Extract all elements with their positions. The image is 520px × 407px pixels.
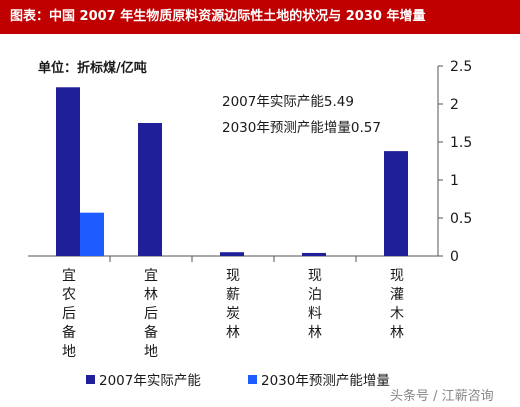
legend-label: 2030年预测产能增量 — [261, 373, 390, 389]
y-tick-label: 2 — [450, 97, 459, 113]
bar — [138, 123, 162, 256]
category-label: 现灌木林 — [390, 268, 404, 341]
category-label: 宜农后备地 — [62, 268, 76, 360]
bar — [302, 252, 326, 256]
legend: 2007年实际产能 2030年预测产能增量 — [86, 373, 390, 389]
annotation-increment: 2030年预测产能增量0.57 — [222, 120, 381, 136]
chart-title: 图表：中国 2007 年生物质原料资源边际性土地的状况与 2030 年增量 — [0, 0, 520, 34]
annotation-actual: 2007年实际产能5.49 — [222, 94, 354, 110]
bar-chart: 单位：折标煤/亿吨 0 0.5 1 1.5 2 2.5 宜农后备地 宜林后备地 现薪炭林 现泊料… — [28, 59, 494, 404]
bars — [56, 87, 408, 256]
y-tick-label: 0.5 — [450, 211, 472, 227]
bar — [56, 87, 80, 256]
category-labels: 宜农后备地 宜林后备地 现薪炭林 现泊料林 现灌木林 — [62, 256, 404, 360]
y-axis: 0 0.5 1 1.5 2 2.5 — [438, 59, 472, 265]
category-label: 现泊料林 — [308, 268, 322, 341]
bar — [384, 151, 408, 256]
y-tick-label: 2.5 — [450, 59, 472, 75]
bar — [80, 212, 104, 256]
category-label: 现薪炭林 — [226, 268, 240, 341]
legend-swatch — [248, 375, 257, 384]
y-tick-label: 1.5 — [450, 135, 472, 151]
legend-label: 2007年实际产能 — [99, 373, 201, 389]
bar — [220, 252, 244, 256]
y-tick-label: 0 — [450, 249, 459, 265]
legend-swatch — [86, 375, 95, 384]
watermark: 头条号 / 江蕲咨询 — [390, 388, 494, 404]
unit-label: 单位：折标煤/亿吨 — [38, 60, 147, 76]
y-tick-label: 1 — [450, 173, 459, 189]
category-label: 宜林后备地 — [144, 268, 158, 360]
